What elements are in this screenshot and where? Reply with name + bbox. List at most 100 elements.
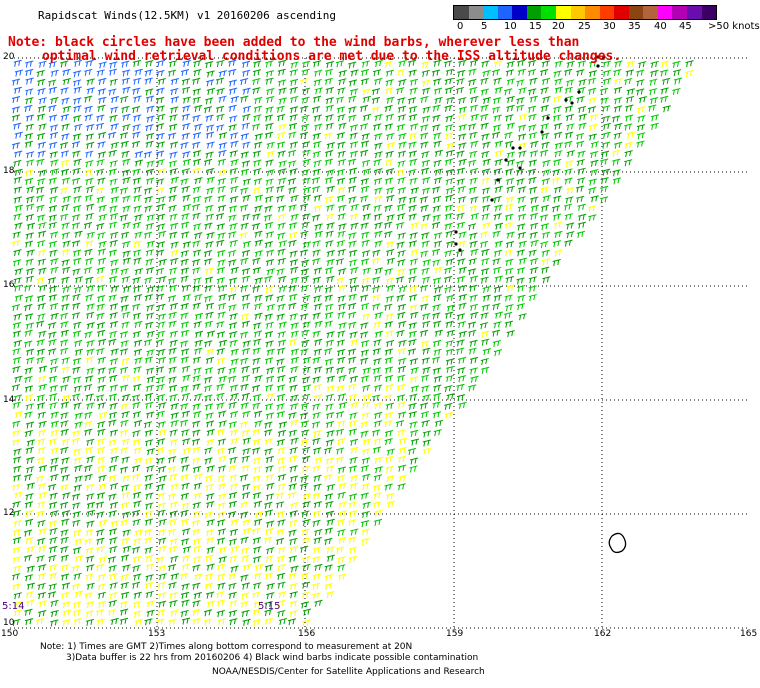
wind-barb <box>36 394 46 402</box>
contamination-dot <box>546 116 550 120</box>
wind-barb <box>108 294 117 302</box>
wind-barb <box>372 446 382 454</box>
wind-barb <box>421 374 430 382</box>
wind-barb <box>336 447 345 455</box>
wind-barb <box>167 132 177 140</box>
wind-barb <box>24 501 34 509</box>
wind-barb <box>240 547 250 555</box>
wind-barb <box>673 69 682 77</box>
wind-barb <box>554 60 563 68</box>
wind-barb <box>120 608 129 616</box>
wind-barb <box>229 313 238 321</box>
wind-barb <box>229 528 239 537</box>
wind-barb <box>170 609 179 617</box>
wind-barb <box>230 348 239 356</box>
wind-barb <box>96 69 105 77</box>
wind-barb <box>276 185 285 193</box>
wind-barb <box>38 420 47 428</box>
colorbar-swatch <box>497 6 513 19</box>
wind-barb <box>326 249 335 258</box>
wind-barb <box>228 511 237 519</box>
wind-barb <box>205 554 214 562</box>
wind-barb <box>157 321 166 329</box>
wind-barb <box>385 69 394 77</box>
wind-barb <box>253 322 262 330</box>
wind-barb <box>468 223 477 231</box>
wind-barb <box>98 204 107 212</box>
wind-barb <box>228 491 238 500</box>
wind-barb <box>446 96 455 104</box>
wind-barb <box>590 168 599 177</box>
wind-barb <box>326 591 335 599</box>
wind-barb <box>302 518 311 527</box>
wind-barb <box>482 348 492 356</box>
wind-barb <box>302 241 311 249</box>
wind-barb <box>492 340 501 348</box>
wind-barb <box>146 312 155 320</box>
colorbar-swatch <box>483 6 498 19</box>
wind-barb <box>146 600 155 608</box>
wind-barb <box>253 186 262 194</box>
wind-barb <box>337 556 346 564</box>
wind-barb <box>192 186 201 194</box>
wind-barb <box>252 537 262 545</box>
wind-barb <box>228 591 237 599</box>
wind-barb <box>133 383 142 391</box>
wind-barb <box>216 563 226 571</box>
wind-barb <box>194 104 203 112</box>
wind-barb <box>360 492 369 500</box>
wind-barb <box>517 133 527 141</box>
wind-barb <box>469 303 479 311</box>
wind-barb <box>277 599 286 607</box>
wind-barb <box>156 394 165 402</box>
wind-barb <box>98 96 107 104</box>
wind-barb <box>407 447 417 456</box>
wind-barb <box>49 249 58 257</box>
wind-barb <box>516 79 525 87</box>
wind-barb <box>516 178 525 186</box>
wind-barb <box>193 249 202 257</box>
wind-barb <box>398 79 407 87</box>
wind-barb <box>252 475 261 483</box>
wind-barb <box>95 609 105 617</box>
wind-barb <box>96 196 105 204</box>
wind-barb <box>194 473 203 481</box>
wind-barb <box>458 240 467 248</box>
lat-label-20: 20 <box>3 52 15 62</box>
wind-barb <box>491 131 501 139</box>
wind-barb <box>84 420 93 429</box>
wind-barb <box>312 556 321 564</box>
wind-barb <box>432 304 441 312</box>
wind-barb <box>205 61 214 69</box>
wind-barb <box>97 367 106 375</box>
wind-barb <box>528 176 537 184</box>
wind-barb <box>288 231 298 239</box>
wind-barb <box>398 320 407 328</box>
wind-barb <box>49 384 58 393</box>
wind-barb <box>479 240 489 248</box>
wind-barb <box>348 428 358 436</box>
wind-barb <box>168 581 177 590</box>
wind-barb <box>192 420 201 428</box>
wind-barb <box>122 374 131 382</box>
wind-barb <box>133 591 142 599</box>
wind-barb <box>289 582 298 590</box>
wind-barb <box>254 375 263 383</box>
wind-barb <box>551 205 561 213</box>
wind-barb <box>278 87 287 95</box>
wind-barb <box>468 159 477 167</box>
wind-barb <box>84 473 93 482</box>
wind-barb <box>505 140 514 148</box>
wind-barb <box>433 240 443 248</box>
wind-barb <box>565 131 574 139</box>
wind-barb <box>109 384 119 392</box>
wind-barb <box>241 160 251 168</box>
contamination-dot <box>596 64 600 68</box>
wind-barb <box>372 367 381 375</box>
wind-barb <box>312 60 322 68</box>
wind-barb <box>109 429 118 437</box>
wind-barb <box>385 158 394 167</box>
wind-barb <box>420 411 430 419</box>
wind-barb <box>517 213 527 221</box>
wind-barb <box>122 545 131 553</box>
